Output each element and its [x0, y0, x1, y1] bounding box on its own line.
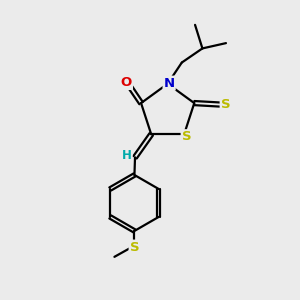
- Text: H: H: [122, 149, 132, 162]
- Text: S: S: [182, 130, 191, 143]
- Text: O: O: [121, 76, 132, 89]
- Text: S: S: [221, 98, 230, 111]
- Text: S: S: [130, 241, 139, 254]
- Text: N: N: [164, 77, 175, 90]
